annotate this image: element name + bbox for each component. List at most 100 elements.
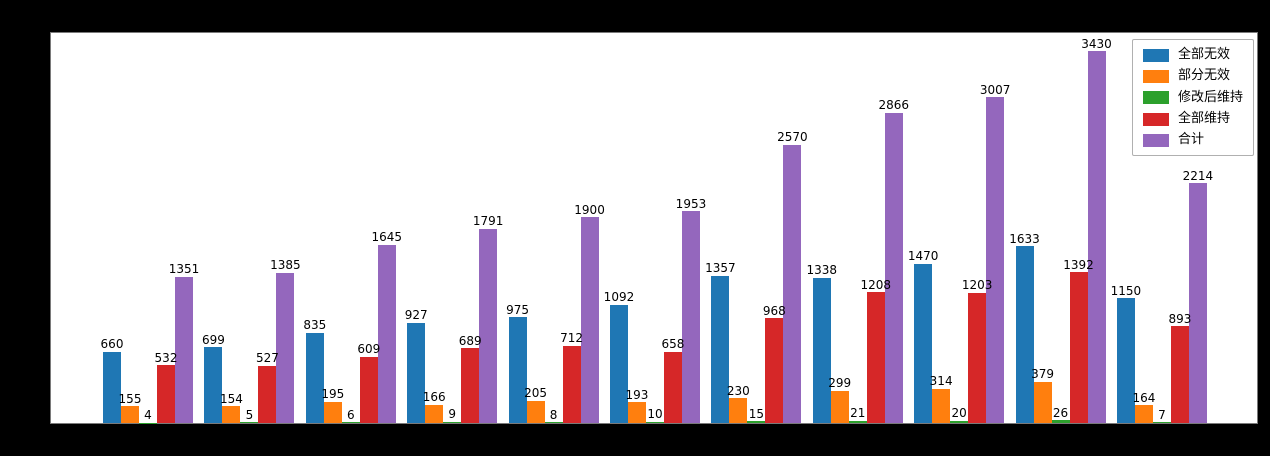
bar-value-label: 6: [346, 407, 355, 422]
bar: 155: [119, 393, 141, 423]
bar-value-label: 1633: [1009, 231, 1040, 246]
bar-value-label: 3430: [1081, 36, 1112, 51]
legend-item: 全部维持: [1142, 110, 1243, 126]
bar-value-label: 893: [1168, 311, 1192, 326]
bar: 166: [423, 391, 446, 423]
bar: 8: [544, 408, 563, 423]
bar-value-label: 927: [404, 307, 428, 322]
legend-swatch-icon: [1142, 91, 1169, 105]
bar-group: 1633 379 26 1392 3430: [1009, 33, 1112, 423]
bar-value-label: 379: [1031, 367, 1054, 382]
bar: 1392: [1063, 259, 1094, 423]
legend-swatch-icon: [1142, 133, 1169, 147]
bar: 975: [506, 304, 529, 423]
bar: 968: [763, 304, 786, 423]
bar-value-label: 5: [245, 407, 254, 422]
bar: 299: [828, 377, 851, 423]
bar-value-label: 166: [422, 390, 446, 405]
bar-value-label: 1338: [806, 263, 838, 278]
bar: 609: [357, 343, 380, 423]
legend: 全部无效部分无效修改后维持全部维持合计: [1131, 39, 1254, 157]
bar: 893: [1168, 313, 1191, 423]
bar-value-label: 3007: [979, 82, 1011, 97]
bar: 2570: [777, 131, 808, 423]
legend-label: 部分无效: [1177, 68, 1230, 84]
bar-value-label: 154: [219, 391, 243, 406]
bar: 1633: [1009, 232, 1040, 423]
bar: 314: [930, 375, 953, 423]
legend-item: 修改后维持: [1142, 89, 1243, 105]
bar-value-label: 2866: [878, 97, 910, 112]
bar-value-label: 968: [762, 303, 786, 318]
bar-group: 1338 299 21 1208 2866: [806, 33, 909, 423]
bar: 712: [560, 332, 583, 423]
bar-value-label: 15: [748, 406, 764, 421]
bar: 21: [848, 407, 867, 423]
bar: 3007: [980, 84, 1010, 423]
bar: 193: [626, 388, 648, 423]
bar-value-label: 1385: [270, 258, 301, 273]
bar: 1092: [604, 291, 634, 423]
bar: 5: [240, 409, 259, 423]
bar-value-label: 205: [524, 386, 548, 401]
bar-value-label: 230: [726, 383, 750, 398]
plot-area: 660 155 4 532 1351 699 154 5 527 1385 835 195 6 609 16…: [50, 32, 1258, 424]
bar-value-label: 1203: [961, 278, 993, 293]
bar: 7: [1152, 409, 1171, 423]
bar: 527: [256, 352, 279, 423]
bar: 658: [662, 338, 684, 423]
bar: 1791: [473, 215, 503, 423]
bar-value-label: 1900: [574, 202, 605, 217]
bar: 1645: [372, 231, 402, 423]
bar: 660: [101, 338, 123, 423]
legend-label: 全部无效: [1177, 47, 1230, 62]
legend-item: 合计: [1142, 132, 1243, 147]
bar: 10: [645, 408, 664, 423]
bar-value-label: 1791: [472, 214, 504, 229]
bar-value-label: 712: [560, 331, 584, 346]
bar: 1357: [705, 262, 736, 423]
bar-value-label: 1092: [603, 290, 635, 305]
bar: 1470: [908, 250, 938, 423]
bar-group: 660 155 4 532 1351: [101, 33, 199, 423]
bar-group: 1150 164 7 893 2214: [1111, 33, 1213, 423]
bar-value-label: 660: [100, 336, 124, 351]
bar-value-label: 1208: [860, 277, 892, 292]
bar-value-label: 8: [549, 407, 558, 422]
bar: 230: [727, 384, 750, 423]
bar-value-label: 699: [201, 332, 225, 347]
bar-group: 927 166 9 689 1791: [404, 33, 503, 423]
bar-value-label: 195: [321, 387, 345, 402]
bar-value-label: 4: [144, 407, 152, 422]
legend-label: 修改后维持: [1177, 89, 1243, 105]
legend-swatch-icon: [1142, 112, 1169, 126]
bar: 1953: [676, 198, 706, 423]
bar-group: 975 205 8 712 1900: [506, 33, 605, 423]
bar: 689: [459, 335, 482, 423]
bar: 1385: [270, 259, 301, 423]
bar-value-label: 658: [661, 337, 685, 352]
legend-label: 全部维持: [1177, 110, 1230, 126]
bar-value-label: 155: [118, 391, 142, 406]
bar-value-label: 689: [458, 333, 482, 348]
legend-item: 全部无效: [1142, 47, 1243, 62]
bar-value-label: 2214: [1182, 168, 1214, 183]
bar: 20: [950, 407, 969, 423]
bar: 532: [155, 352, 177, 423]
bar: 15: [747, 408, 766, 423]
bar-group: 835 195 6 609 1645: [303, 33, 402, 423]
bar-group: 1470 314 20 1203 3007: [908, 33, 1010, 423]
bar-group: 1357 230 15 968 2570: [705, 33, 808, 423]
bar-value-label: 1150: [1110, 283, 1142, 298]
bar-value-label: 1953: [675, 196, 707, 211]
bar-value-label: 299: [828, 376, 852, 391]
bar-value-label: 193: [625, 387, 649, 402]
bar-value-label: 1357: [705, 261, 736, 276]
bar: 1208: [860, 278, 891, 423]
bar: 164: [1132, 392, 1155, 423]
legend-swatch-icon: [1142, 48, 1169, 62]
bar-value-label: 10: [647, 407, 663, 422]
bar-value-label: 532: [154, 350, 178, 365]
bar-groups: 660 155 4 532 1351 699 154 5 527 1385 835 195 6 609 16…: [51, 33, 1257, 423]
